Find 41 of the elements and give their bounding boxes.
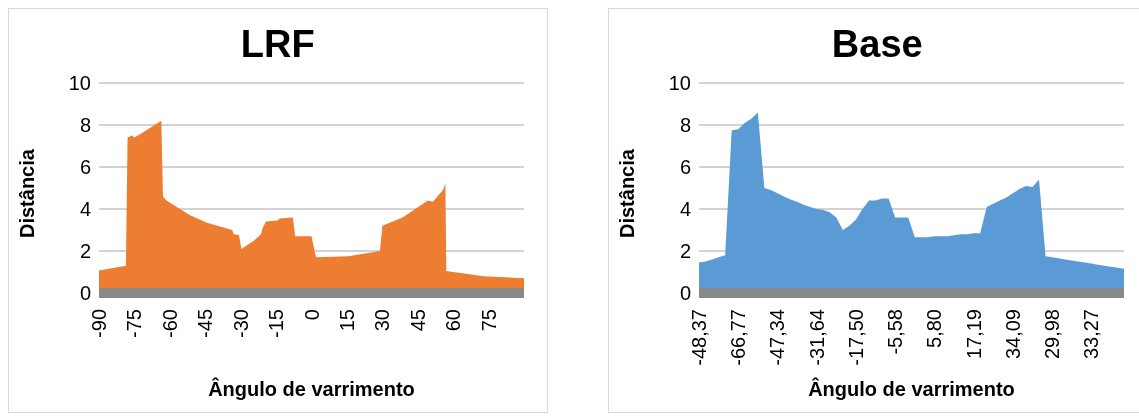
- chart-title: Base: [830, 23, 924, 67]
- x-axis-title: Ângulo de varrimento: [208, 377, 415, 400]
- y-tick-label: 0: [79, 282, 91, 305]
- x-tick-label: -17,50: [844, 309, 867, 366]
- y-tick-label: 4: [79, 198, 91, 221]
- x-tick-label: -47,34: [765, 309, 788, 366]
- x-tick-label: -75: [123, 309, 146, 338]
- x-tick-label: 60: [442, 309, 465, 332]
- y-tick-label: 10: [68, 72, 91, 95]
- chart-title: LRF: [239, 23, 316, 67]
- y-tick-label: 2: [679, 240, 691, 263]
- x-tick-label: -15: [265, 309, 288, 338]
- y-tick-label: 8: [679, 114, 691, 137]
- x-tick-label: -48,37: [687, 309, 710, 366]
- y-tick-label: 6: [679, 156, 691, 179]
- x-tick-label: 17,19: [962, 309, 985, 360]
- x-tick-label: -45: [194, 309, 217, 338]
- x-tick-label: -60: [158, 309, 181, 338]
- x-axis-title: Ângulo de varrimento: [807, 377, 1015, 400]
- x-tick-label: -66,77: [726, 309, 749, 366]
- x-tick-label: 75: [477, 309, 500, 332]
- y-tick-label: 0: [679, 282, 691, 305]
- x-tick-label: 15: [335, 309, 358, 332]
- y-tick-label: 2: [79, 240, 91, 263]
- x-tick-label: 33,27: [1079, 309, 1102, 360]
- x-tick-label: 30: [371, 309, 394, 332]
- x-tick-label: 34,09: [1001, 309, 1024, 360]
- y-tick-label: 4: [679, 198, 691, 221]
- y-tick-label: 6: [79, 156, 91, 179]
- x-tick-label: -31,64: [805, 309, 828, 366]
- y-axis-title: Distância: [615, 148, 638, 238]
- y-axis-title: Distância: [16, 148, 39, 238]
- x-tick-label: 0: [300, 309, 323, 321]
- x-tick-label: 45: [406, 309, 429, 332]
- y-tick-label: 10: [668, 72, 691, 95]
- x-tick-label: -5,58: [883, 309, 906, 355]
- x-tick-label: 5,80: [922, 309, 945, 348]
- x-tick-label: -30: [229, 309, 252, 338]
- y-tick-label: 8: [79, 114, 91, 137]
- x-tick-label: -90: [88, 309, 110, 338]
- x-tick-label: 29,98: [1040, 309, 1063, 360]
